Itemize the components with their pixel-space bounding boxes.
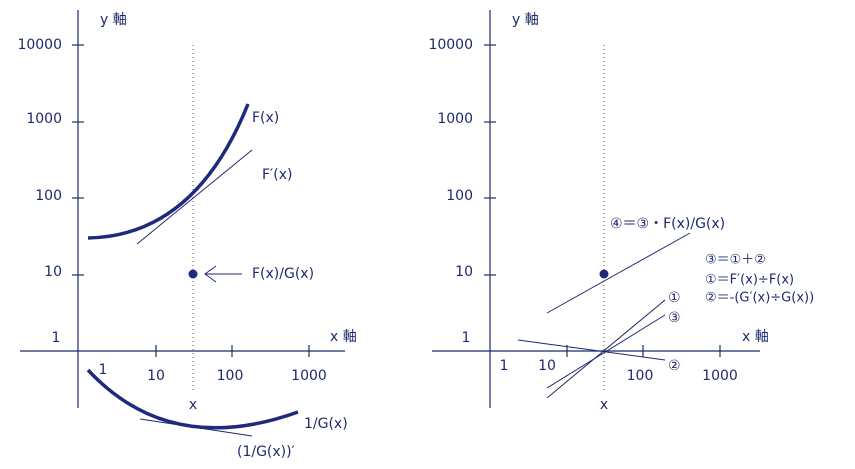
point (188, 269, 198, 279)
equation: ①＝F′(x)÷F(x) (705, 273, 794, 288)
x-marker: x (189, 397, 197, 413)
arrow (204, 265, 242, 283)
x-tick-label: 1000 (291, 368, 327, 384)
f-tangent (136, 149, 253, 245)
x-tick-label: 100 (627, 368, 654, 384)
g-inverse-tangent (139, 418, 253, 437)
label: F′(x) (262, 167, 292, 183)
x-tick-label: 10 (538, 358, 556, 374)
point (599, 269, 609, 279)
label: ② (668, 358, 681, 374)
x-axis-label: x 軸 (330, 329, 357, 345)
left-panel: y 軸 x 軸 10000 1000 100 10 1 1 10 100 100… (17, 10, 357, 460)
y-tick-label: 10000 (428, 37, 473, 53)
y-tick-label: 1 (462, 330, 471, 346)
y-tick-label: 10 (44, 264, 62, 280)
g-inverse-curve (86, 368, 299, 430)
right-panel: y 軸 x 軸 10000 1000 100 10 1 1 10 100 100… (428, 10, 814, 413)
y-tick-label: 10 (455, 264, 473, 280)
x-tick-label: 1 (500, 358, 509, 374)
x-tick-label: 10 (147, 368, 165, 384)
label: ④＝③・F(x)/G(x) (610, 216, 725, 232)
x-tick-label: 1000 (702, 368, 738, 384)
label: ③ (668, 310, 681, 326)
y-axis-label: y 軸 (100, 12, 127, 28)
label: F(x)/G(x) (252, 266, 314, 282)
equation: ②＝-(G′(x)÷G(x)) (705, 291, 814, 306)
equation: ③＝①＋② (705, 253, 766, 268)
label: F(x) (252, 110, 279, 126)
f-curve (87, 103, 250, 240)
x-marker: x (600, 397, 608, 413)
y-tick-label: 10000 (17, 37, 62, 53)
y-ticks (72, 44, 310, 357)
y-tick-label: 1000 (26, 111, 62, 127)
x-tick-label: 100 (217, 368, 244, 384)
y-axis-label: y 軸 (512, 12, 539, 28)
x-tick-label: 1 (99, 362, 108, 378)
line-four (546, 232, 691, 314)
y-tick-label: 1000 (437, 111, 473, 127)
y-tick-label: 100 (35, 188, 62, 204)
label: ① (668, 290, 681, 306)
y-tick-label: 1 (52, 330, 61, 346)
x-axis-label: x 軸 (742, 329, 769, 345)
line-one (546, 299, 666, 399)
label: (1/G(x))′ (237, 444, 295, 460)
y-tick-label: 100 (446, 188, 473, 204)
line-two (517, 339, 666, 361)
label: 1/G(x) (304, 416, 348, 432)
